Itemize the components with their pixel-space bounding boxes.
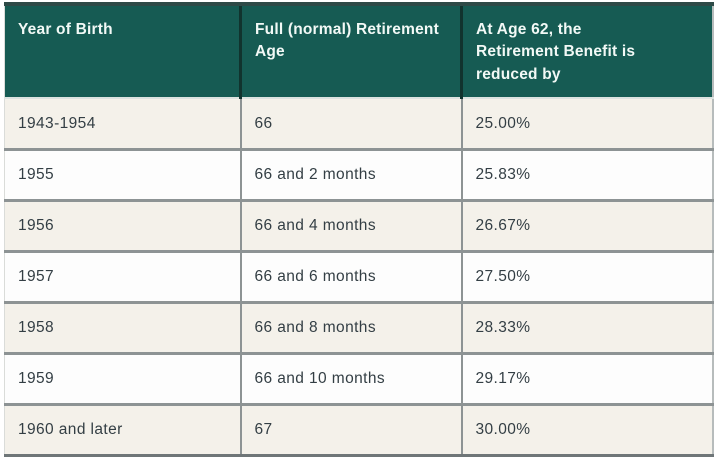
retirement-age-table: Year of Birth Full (normal) Retirement A… [4, 2, 714, 457]
table-row: 1958 66 and 8 months 28.33% [4, 300, 713, 353]
table-row: 1943-1954 66 25.00% [4, 97, 713, 149]
cell-year-of-birth: 1960 and later [4, 402, 241, 455]
cell-year-of-birth: 1943-1954 [4, 97, 241, 149]
cell-benefit-reduction: 25.00% [460, 97, 713, 149]
cell-full-retirement-age: 66 and 4 months [239, 198, 462, 251]
cell-benefit-reduction: 25.83% [460, 147, 713, 200]
col-header-benefit-reduction: At Age 62, the Retirement Benefit is red… [460, 4, 713, 98]
cell-full-retirement-age: 66 and 8 months [239, 300, 462, 353]
cell-year-of-birth: 1957 [4, 249, 241, 302]
col-header-year-of-birth-label: Year of Birth [18, 21, 113, 38]
cell-benefit-reduction: 29.17% [460, 351, 713, 404]
cell-full-retirement-age: 66 and 6 months [239, 249, 462, 302]
col-header-full-retirement-age-label: Full (normal) Retirement Age [255, 21, 439, 61]
table-row: 1957 66 and 6 months 27.50% [4, 249, 713, 302]
cell-benefit-reduction: 27.50% [460, 249, 713, 302]
cell-year-of-birth: 1955 [4, 147, 241, 200]
cell-year-of-birth: 1956 [4, 198, 241, 251]
table-header: Year of Birth Full (normal) Retirement A… [4, 4, 713, 98]
cell-benefit-reduction: 26.67% [460, 198, 713, 251]
table-row: 1959 66 and 10 months 29.17% [4, 351, 713, 404]
col-header-benefit-reduction-label: At Age 62, the Retirement Benefit is red… [476, 21, 636, 83]
cell-full-retirement-age: 67 [239, 402, 462, 455]
header-row: Year of Birth Full (normal) Retirement A… [4, 4, 713, 98]
table-row: 1956 66 and 4 months 26.67% [4, 198, 713, 251]
cell-benefit-reduction: 30.00% [460, 402, 713, 455]
col-header-year-of-birth: Year of Birth [4, 4, 241, 98]
cell-year-of-birth: 1959 [4, 351, 241, 404]
cell-full-retirement-age: 66 [239, 97, 462, 149]
col-header-full-retirement-age: Full (normal) Retirement Age [239, 4, 462, 98]
table-row: 1955 66 and 2 months 25.83% [4, 147, 713, 200]
table-body: 1943-1954 66 25.00% 1955 66 and 2 months… [4, 97, 713, 455]
cell-full-retirement-age: 66 and 10 months [239, 351, 462, 404]
cell-benefit-reduction: 28.33% [460, 300, 713, 353]
cell-full-retirement-age: 66 and 2 months [239, 147, 462, 200]
cell-year-of-birth: 1958 [4, 300, 241, 353]
table-row: 1960 and later 67 30.00% [4, 402, 713, 455]
